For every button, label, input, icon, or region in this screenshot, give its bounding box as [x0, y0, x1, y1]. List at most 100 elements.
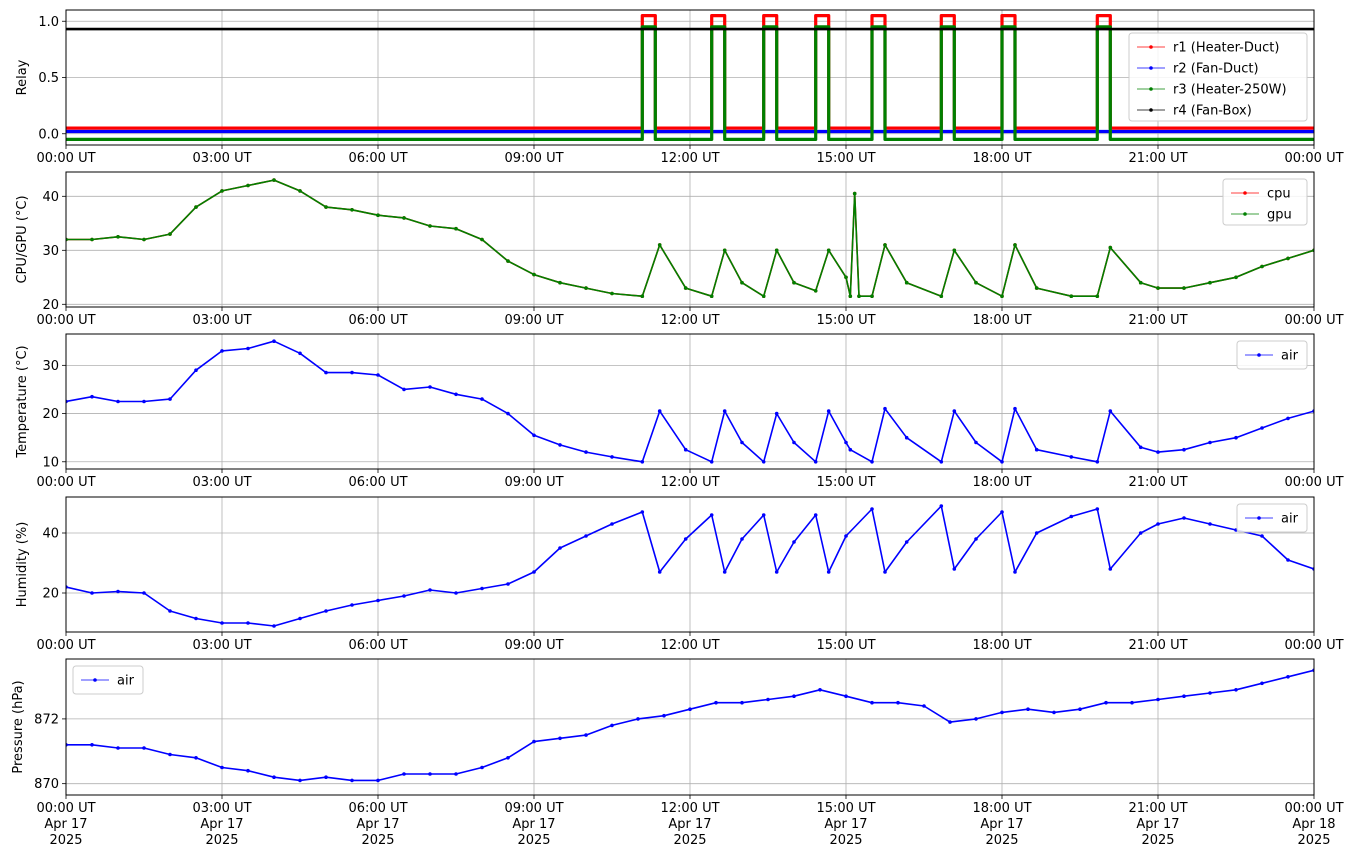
series-air-point	[298, 351, 302, 356]
series-air-point	[640, 460, 645, 464]
x-tick-date: Apr 17	[356, 817, 399, 832]
legend-label: r1 (Heater-Duct)	[1173, 41, 1279, 56]
series-air-point	[714, 700, 718, 705]
series-gpu-point	[532, 272, 536, 277]
series-air-point	[657, 570, 662, 574]
legend-label: cpu	[1267, 187, 1291, 202]
series-air-point	[1260, 534, 1264, 538]
x-tick-label: 09:00 UT	[504, 313, 563, 328]
series-air-point	[558, 443, 562, 447]
x-tick-year: 2025	[49, 833, 82, 848]
series-gpu-point	[640, 294, 645, 299]
series-air-point	[792, 440, 796, 445]
series-air-point	[610, 723, 614, 728]
x-tick-label: 06:00 UT	[348, 151, 407, 166]
x-tick-label: 03:00 UT	[192, 151, 251, 166]
series-gpu-point	[974, 280, 978, 285]
series-gpu-point	[90, 237, 94, 242]
legend-marker	[1243, 212, 1247, 216]
plot-area	[66, 668, 1314, 783]
series-air-point	[506, 582, 510, 586]
series-gpu-point	[610, 291, 614, 296]
x-tick-label: 03:00 UT	[192, 475, 251, 490]
series-air-point	[1156, 450, 1160, 454]
series-air-point	[1260, 426, 1264, 430]
x-tick-label: 03:00 UT	[192, 801, 251, 816]
series-air-point	[683, 447, 688, 452]
x-tick-label: 00:00 UT	[1284, 638, 1343, 653]
series-air-point	[454, 591, 458, 595]
x-tick-label: 00:00 UT	[36, 313, 95, 328]
series-air-point	[761, 460, 766, 464]
series-gpu-point	[1208, 280, 1212, 285]
series-air-point	[883, 406, 887, 411]
panel-4: 00:00 UT 03:00 UT 06:00 UT 09:00 UT 12:00 UT…	[15, 496, 1344, 653]
series-gpu-point	[1108, 245, 1113, 250]
series-gpu-point	[848, 294, 853, 299]
series-air-point	[116, 589, 120, 594]
series-air-point	[774, 411, 779, 416]
y-tick-label: 0.0	[38, 127, 59, 142]
x-tick-label: 09:00 UT	[504, 638, 563, 653]
series-gpu-point	[376, 213, 380, 217]
x-tick-label: 21:00 UT	[1128, 801, 1187, 816]
legend: air	[1236, 503, 1308, 533]
series-gpu-point	[709, 294, 714, 299]
series-air-point	[116, 399, 120, 404]
series-r3-line	[66, 25, 1314, 141]
series-air-point	[1095, 460, 1100, 464]
series-air-point	[952, 409, 957, 413]
x-tick-label: 21:00 UT	[1128, 313, 1187, 328]
x-tick-date: Apr 17	[668, 817, 711, 832]
series-air-point	[480, 586, 484, 591]
series-air-point	[584, 733, 588, 737]
series-air-point	[844, 694, 848, 698]
x-tick-label: 00:00 UT	[36, 475, 95, 490]
x-tick-year: 2025	[673, 833, 706, 848]
series-gpu-point	[324, 205, 328, 209]
series-air-point	[402, 772, 406, 776]
series-air-point	[610, 455, 614, 459]
x-tick-label: 00:00 UT	[1284, 801, 1343, 816]
series-gpu-point	[1234, 275, 1238, 280]
series-air-point	[272, 339, 276, 344]
axes-frame	[65, 333, 1315, 470]
x-tick-date: Apr 17	[512, 817, 555, 832]
legend-marker	[1149, 108, 1153, 112]
x-tick-label: 21:00 UT	[1128, 475, 1187, 490]
axes-frame	[65, 9, 1315, 146]
x-tick-label: 00:00 UT	[1284, 475, 1343, 490]
series-air-point	[1182, 694, 1186, 698]
series-air-point	[584, 534, 588, 538]
series-gpu-point	[1034, 286, 1039, 290]
y-tick-label: 20	[42, 407, 59, 422]
series-gpu-point	[350, 208, 354, 212]
y-axis-label: Humidity (%)	[15, 522, 30, 608]
y-tick-label: 1.0	[38, 15, 59, 30]
plot-area	[66, 504, 1314, 628]
x-tick-year: 2025	[517, 833, 550, 848]
series-gpu-point	[454, 226, 458, 231]
series-air-point	[1013, 570, 1017, 574]
x-tick-date: Apr 17	[824, 817, 867, 832]
x-tick-date: Apr 18	[1292, 817, 1335, 832]
series-air-point	[350, 778, 354, 783]
series-air-point	[813, 513, 818, 517]
series-air-point	[1208, 440, 1212, 445]
series-air-point	[168, 752, 172, 757]
x-tick-label: 03:00 UT	[192, 313, 251, 328]
x-tick-year: 2025	[829, 833, 862, 848]
legend-marker	[1149, 66, 1153, 70]
series-air-point	[870, 460, 874, 464]
plot-area	[66, 339, 1314, 464]
series-air-point	[298, 778, 302, 783]
axes-frame	[65, 658, 1315, 796]
series-air-point	[1000, 710, 1004, 715]
series-air-point	[761, 513, 766, 517]
legend: r1 (Heater-Duct) r2 (Fan-Duct) r3 (Heater-…	[1128, 32, 1308, 122]
x-tick-date: Apr 17	[1136, 817, 1179, 832]
series-gpu-point	[1260, 264, 1264, 269]
series-gpu-point	[883, 243, 887, 247]
x-tick-year: 2025	[361, 833, 394, 848]
